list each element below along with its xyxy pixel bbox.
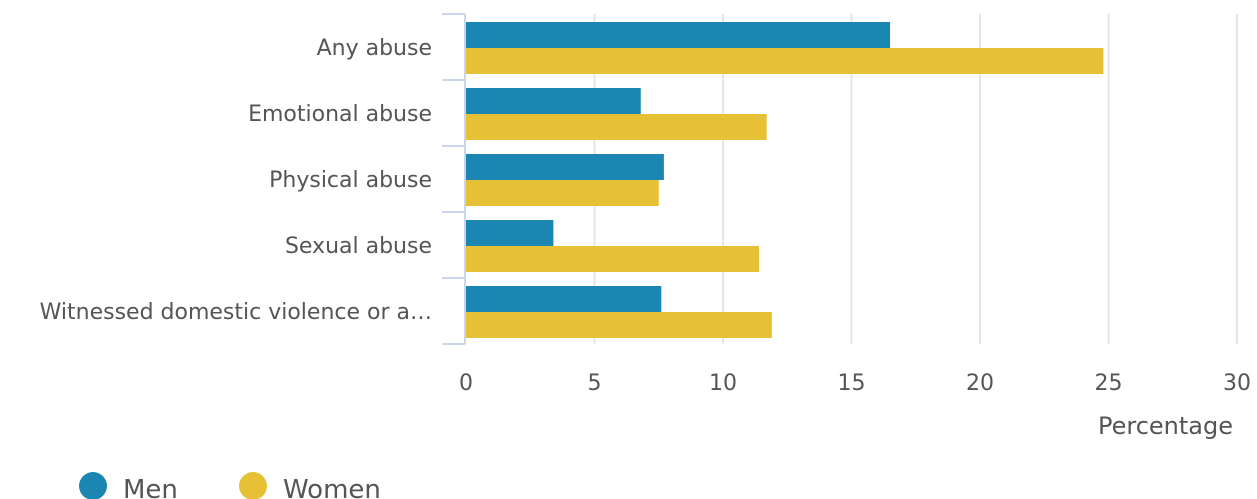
category-axis — [442, 13, 466, 345]
bar-women[interactable] — [466, 180, 659, 206]
category-label: Any abuse — [317, 36, 432, 61]
legend-marker — [79, 472, 107, 499]
bar-women[interactable] — [466, 48, 1104, 74]
legend-label[interactable]: Women — [283, 475, 381, 499]
bar-men[interactable] — [466, 88, 641, 114]
legend-label[interactable]: Men — [123, 475, 178, 499]
x-axis-title: Percentage — [1098, 412, 1233, 440]
bar-women[interactable] — [466, 114, 767, 140]
category-label: Witnessed domestic violence or a… — [40, 300, 432, 325]
legend-marker — [239, 472, 267, 499]
x-tick-label: 30 — [1223, 371, 1251, 396]
legend: Men Women — [79, 472, 381, 499]
bar-women[interactable] — [466, 246, 759, 272]
category-label: Sexual abuse — [285, 234, 432, 259]
bars — [466, 22, 1104, 338]
x-tick-label: 20 — [966, 371, 994, 396]
x-tick-labels: 0 5 10 15 20 25 30 — [459, 371, 1251, 396]
x-tick-label: 25 — [1095, 371, 1123, 396]
bar-men[interactable] — [466, 286, 662, 312]
category-labels: Any abuse Emotional abuse Physical abuse Se… — [40, 36, 432, 325]
x-tick-label: 5 — [588, 371, 602, 396]
category-label: Physical abuse — [269, 168, 432, 193]
bar-men[interactable] — [466, 154, 664, 180]
bar-women[interactable] — [466, 312, 772, 338]
x-tick-label: 10 — [709, 371, 737, 396]
category-label: Emotional abuse — [248, 102, 432, 127]
x-tick-label: 0 — [459, 371, 473, 396]
bar-men[interactable] — [466, 22, 891, 48]
x-tick-label: 15 — [838, 371, 866, 396]
bar-men[interactable] — [466, 220, 554, 246]
